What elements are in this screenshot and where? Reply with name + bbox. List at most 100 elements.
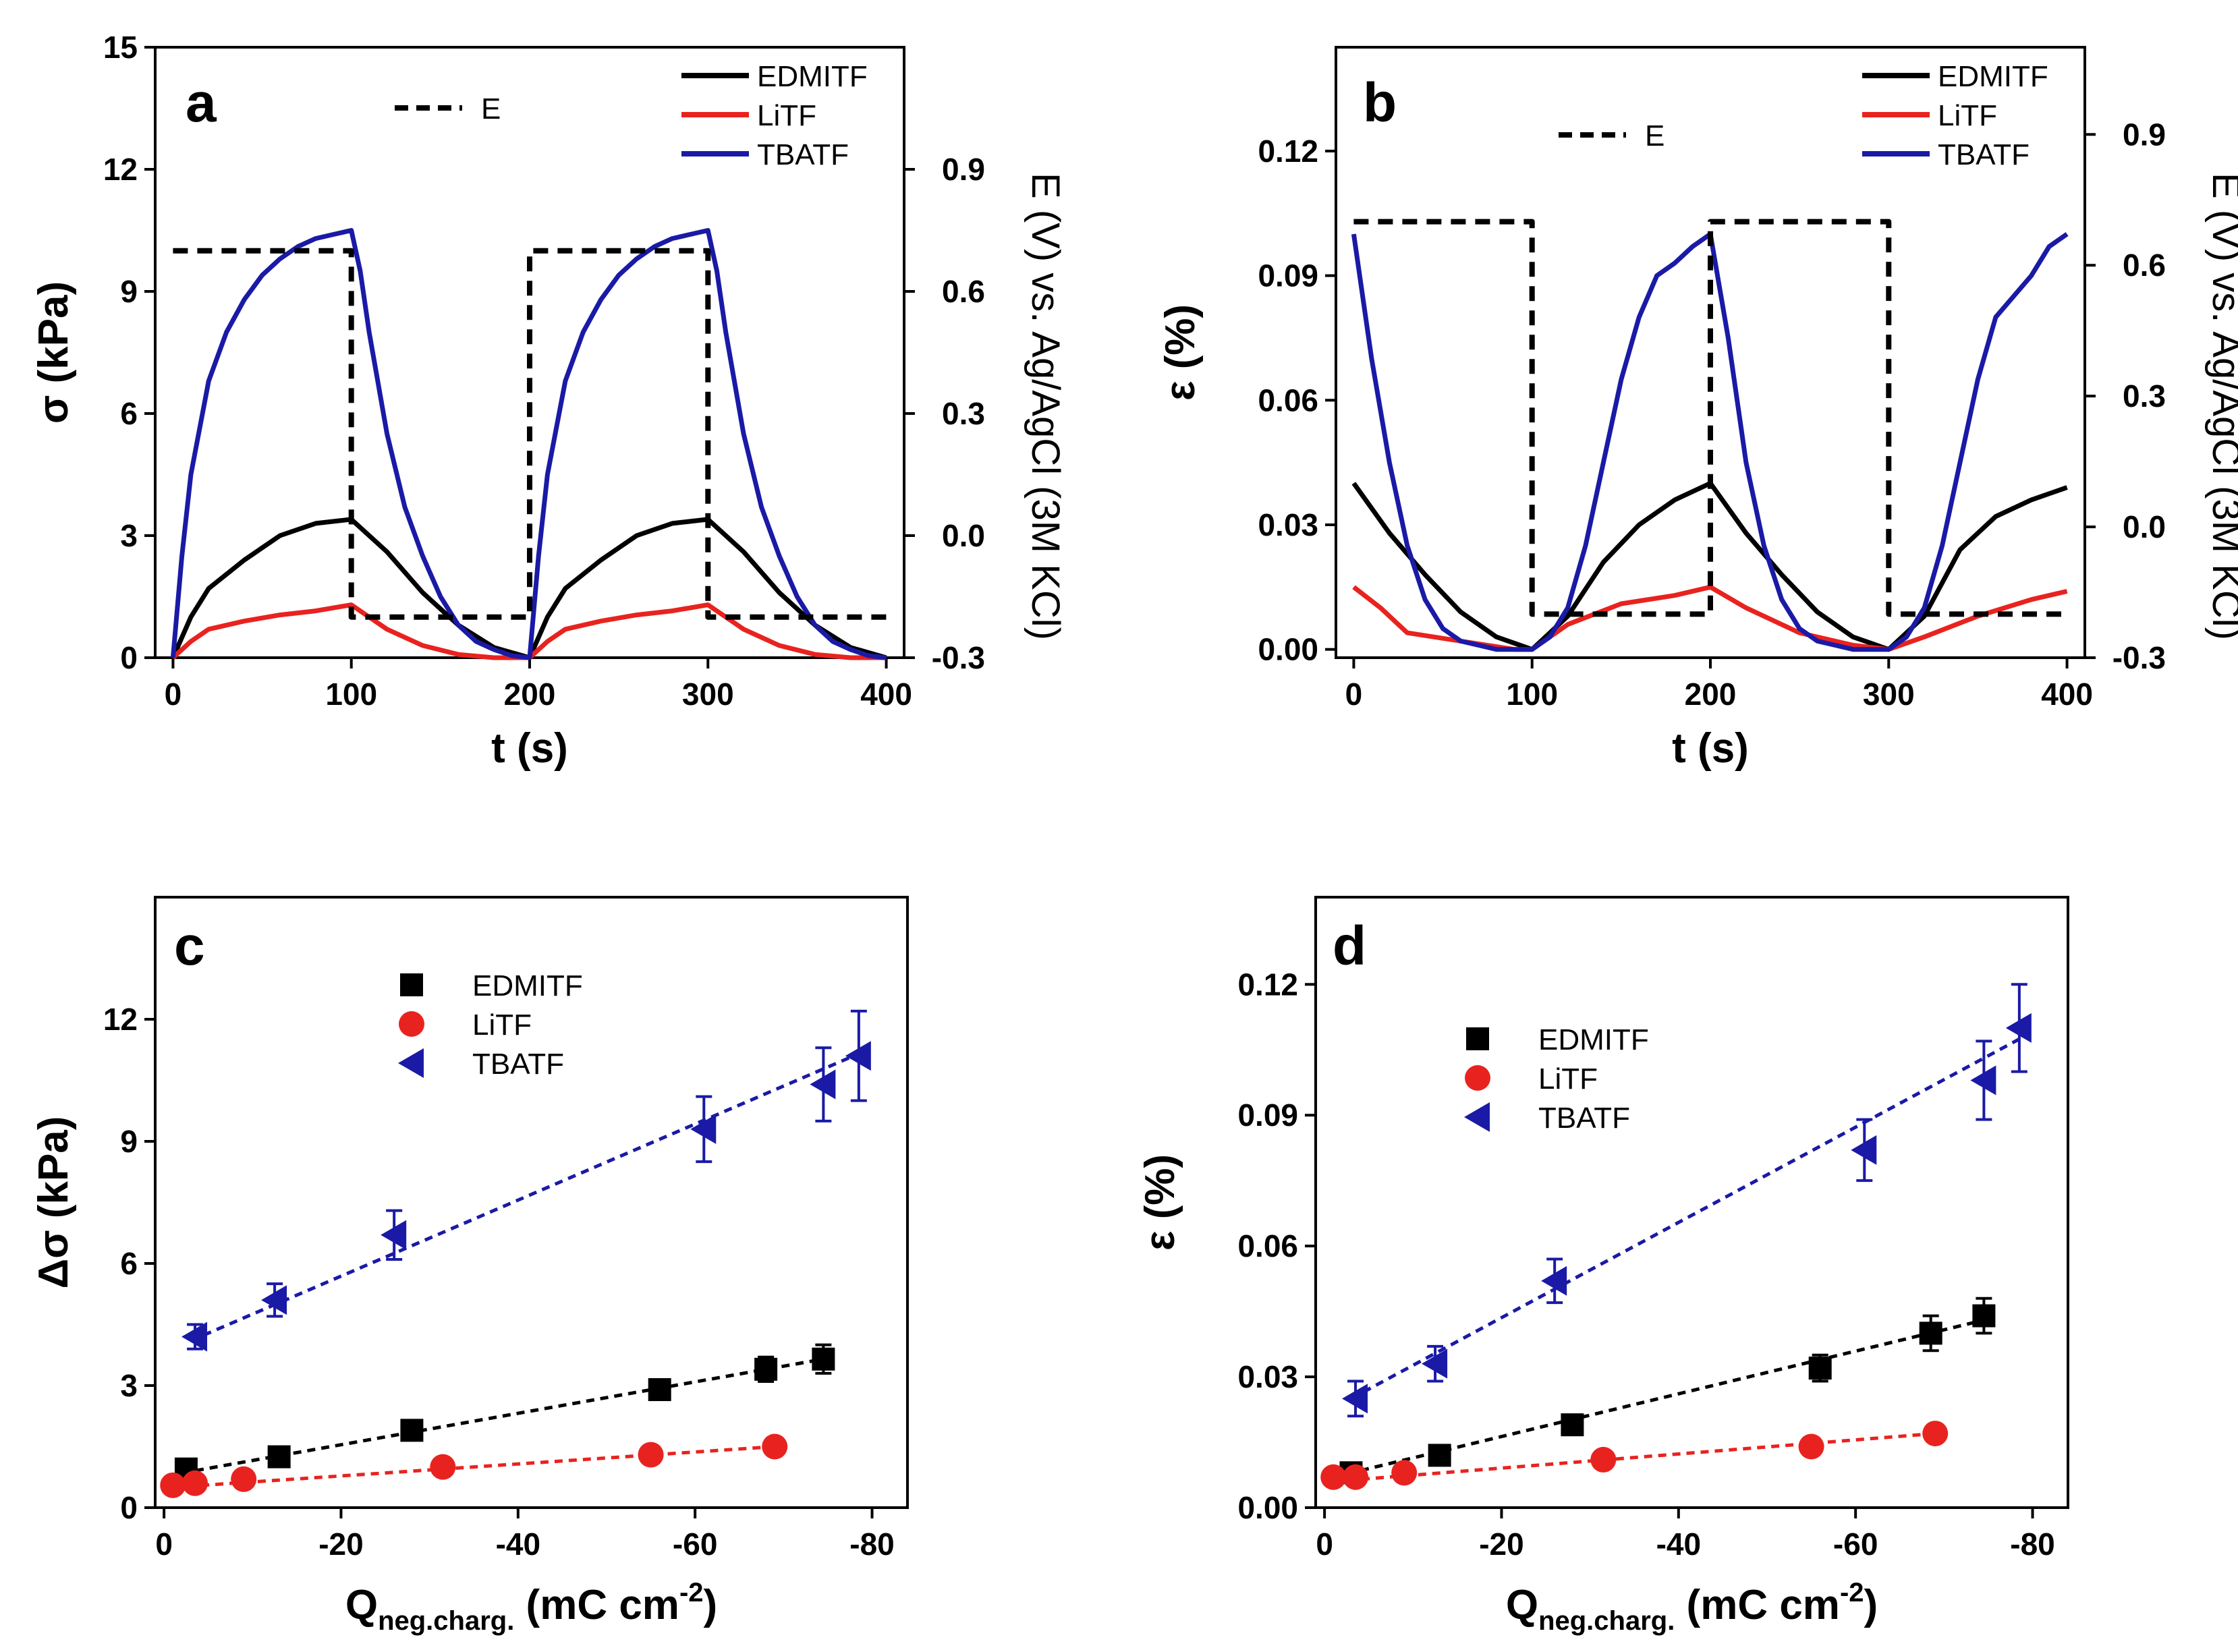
data-point-TBATF <box>1342 1384 1368 1414</box>
y-tick-label: 0.06 <box>1258 382 1318 418</box>
data-point-TBATF <box>181 1321 208 1352</box>
legend-label: EDMITF <box>472 969 583 1002</box>
y-tick-label: 12 <box>103 152 138 187</box>
data-point-LiTF <box>638 1442 664 1468</box>
data-point-EDMITF <box>267 1445 291 1469</box>
y2-tick-label: 0.0 <box>942 518 985 553</box>
legend-label: E <box>1645 119 1664 152</box>
data-point-LiTF <box>762 1433 788 1460</box>
data-point-EDMITF <box>1919 1321 1942 1345</box>
y-tick-label: 12 <box>103 1002 138 1037</box>
x-tick-label: -60 <box>673 1527 717 1562</box>
y-tick-label: 3 <box>120 518 138 553</box>
x-tick-label: -80 <box>2010 1527 2054 1562</box>
data-point-EDMITF <box>1428 1444 1451 1467</box>
legend-label: LiTF <box>1538 1062 1598 1095</box>
x-tick-label: 200 <box>1685 677 1737 712</box>
y-axis-label: ε (%) <box>1137 1154 1183 1251</box>
y2-tick-label: -0.3 <box>932 640 985 675</box>
data-point-EDMITF <box>648 1378 671 1402</box>
y-tick-label: 9 <box>120 274 138 309</box>
data-point-LiTF <box>1590 1446 1617 1473</box>
data-point-EDMITF <box>754 1357 778 1381</box>
fit-line-LiTF <box>1333 1431 1936 1483</box>
legend-label: TBATF <box>472 1048 564 1081</box>
data-point-EDMITF <box>1808 1357 1832 1380</box>
x-tick-label: 0 <box>155 1527 173 1562</box>
x-axis-label: t (s) <box>1672 725 1749 772</box>
y2-axis-label: E (V) vs. Ag/AgCl (3M KCl) <box>2204 173 2238 640</box>
legend-label: EDMITF <box>1538 1023 1649 1056</box>
data-point-LiTF <box>231 1466 257 1492</box>
series-line-LiTF <box>1352 584 2068 652</box>
y-tick-label: 3 <box>120 1368 138 1403</box>
data-point-TBATF <box>1851 1135 1877 1165</box>
data-point-LiTF <box>1922 1421 1949 1447</box>
y-tick-label: 0.03 <box>1258 507 1318 542</box>
series-line-TBATF <box>170 228 887 660</box>
data-point-TBATF <box>261 1285 287 1315</box>
panel-d: 0 -20 -40 -60 -80 0.00 0.03 0.06 0.09 0.12 Qneg.ch… <box>1137 896 2069 1636</box>
y2-tick-label: 0.3 <box>942 396 985 431</box>
panel-a: 0 100 200 300 400 0 3 6 9 12 15 -0.3 0.0 0.3 0.6 0.9 E (… <box>30 30 1067 772</box>
data-point-TBATF <box>2005 1013 2032 1043</box>
data-point-LiTF <box>160 1472 186 1498</box>
legend-marker-TBATF <box>1464 1102 1490 1132</box>
legend-label: TBATF <box>1538 1102 1630 1135</box>
x-tick-label: -60 <box>1833 1527 1878 1562</box>
legend-label: TBATF <box>1938 138 2030 171</box>
x-axis-label-part: Q <box>1506 1582 1538 1628</box>
y-tick-label: 6 <box>120 396 138 431</box>
data-point-LiTF <box>1798 1433 1824 1460</box>
data-point-TBATF <box>1422 1348 1448 1379</box>
legend-label: E <box>481 92 501 125</box>
series-line-E <box>1353 219 2067 617</box>
x-tick-label: -20 <box>318 1527 363 1562</box>
x-tick-label: 400 <box>2041 677 2093 712</box>
panel-letter: b <box>1363 72 1397 134</box>
x-tick-label: -80 <box>849 1527 894 1562</box>
legend-marker-EDMITF <box>400 973 423 996</box>
y2-tick-label: 0.6 <box>942 274 985 309</box>
x-tick-label: -40 <box>496 1527 540 1562</box>
y-axis-label: σ (kPa) <box>30 281 77 424</box>
panel-letter: c <box>174 915 205 977</box>
x-axis-label-part: Q <box>345 1582 378 1628</box>
y2-tick-label: -0.3 <box>2113 640 2166 675</box>
x-axis-label-part: -2 <box>679 1578 704 1607</box>
y-axis-label: Δσ (kPa) <box>30 1116 77 1289</box>
data-point-TBATF <box>1970 1065 1996 1095</box>
series-line-E <box>173 248 887 620</box>
x-tick-label: -40 <box>1656 1527 1701 1562</box>
fit-line-LiTF <box>173 1445 775 1489</box>
y-tick-label: 0.00 <box>1237 1490 1298 1525</box>
data-point-TBATF <box>381 1220 407 1250</box>
x-axis-label: Qneg.charg. (mC cm-2) <box>345 1578 717 1636</box>
legend-marker-LiTF <box>399 1011 424 1037</box>
x-axis-label-part: (mC cm <box>1675 1582 1840 1628</box>
data-point-TBATF <box>690 1114 717 1144</box>
panel-c: 0 -20 -40 -60 -80 0 3 6 9 12 Qneg.charg. (mC cm-2)… <box>30 896 909 1636</box>
data-point-TBATF <box>810 1069 836 1100</box>
panel-letter: d <box>1333 915 1366 977</box>
legend-label: TBATF <box>757 138 849 171</box>
fit-line-EDMITF <box>1333 1318 1984 1479</box>
x-tick-label: 100 <box>1506 677 1558 712</box>
legend-marker-TBATF <box>398 1048 424 1078</box>
y2-tick-label: 0.9 <box>942 152 985 187</box>
x-tick-label: -20 <box>1479 1527 1523 1562</box>
y-tick-label: 0 <box>120 640 138 675</box>
panel-letter: a <box>186 72 217 134</box>
y2-tick-label: 0.9 <box>2123 117 2166 152</box>
x-axis-label-part: -2 <box>1840 1578 1864 1607</box>
x-axis-label-part: neg.charg. <box>378 1606 514 1636</box>
x-tick-label: 0 <box>1345 677 1363 712</box>
legend-label: LiTF <box>472 1008 532 1042</box>
y-tick-label: 0.09 <box>1258 258 1318 293</box>
legend-label: EDMITF <box>1938 60 2048 93</box>
x-tick-label: 300 <box>682 677 734 712</box>
x-tick-label: 0 <box>1316 1527 1333 1562</box>
y-tick-label: 0.00 <box>1258 632 1318 667</box>
legend-label: LiTF <box>1938 99 1997 132</box>
